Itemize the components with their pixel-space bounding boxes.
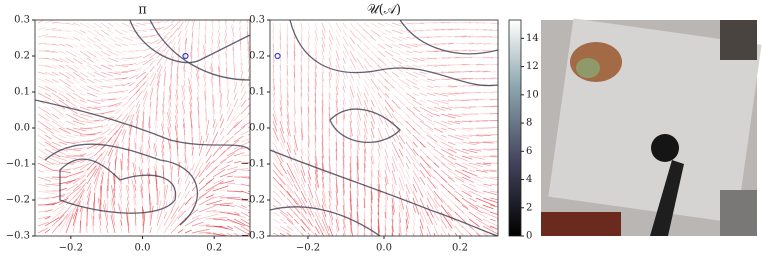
y-tick-label: 0.0 — [249, 123, 265, 134]
arrow — [497, 134, 507, 135]
arrow — [497, 78, 508, 79]
colorbar — [509, 20, 521, 236]
y-tick-label: 0.1 — [14, 87, 30, 98]
arrow — [497, 120, 507, 121]
y-tick-label: −0.3 — [6, 231, 30, 242]
colorbar-tick-label: 4 — [526, 174, 532, 185]
chart-title: π — [138, 3, 147, 18]
arrow — [497, 141, 508, 142]
arrow — [497, 23, 508, 25]
colorbar-tick-label: 2 — [526, 202, 532, 213]
arrow — [497, 92, 508, 93]
colorbar-tick-label: 12 — [526, 61, 539, 72]
y-tick-label: −0.3 — [241, 231, 265, 242]
arrow — [497, 184, 510, 185]
colorbar-tick-label: 10 — [526, 89, 539, 100]
y-tick-label: 0.1 — [249, 87, 265, 98]
y-tick-label: 0.2 — [14, 51, 30, 62]
y-tick-label: 0.3 — [249, 15, 265, 26]
x-tick-label: −0.2 — [296, 243, 320, 254]
arrow — [248, 156, 264, 157]
chart-title: 𝒰(𝒜) — [367, 3, 401, 18]
arrow — [497, 99, 506, 100]
y-tick-label: −0.2 — [241, 195, 265, 206]
colorbar-tick-label: 8 — [526, 118, 532, 129]
colorbar-tick-label: 14 — [526, 33, 539, 44]
x-tick-label: 0.2 — [452, 243, 468, 254]
y-tick-label: 0.0 — [14, 123, 30, 134]
colorbar-tick-label: 0 — [526, 231, 532, 242]
y-tick-label: 0.2 — [249, 51, 265, 62]
arrow — [497, 177, 510, 178]
y-tick-label: −0.1 — [6, 159, 30, 170]
x-tick-label: 0.0 — [135, 243, 151, 254]
colorbar-tick-label: 6 — [526, 146, 532, 157]
y-tick-label: −0.2 — [6, 195, 30, 206]
arrow — [497, 37, 507, 38]
y-tick-label: 0.3 — [14, 15, 30, 26]
arrow — [248, 170, 265, 174]
y-tick-label: −0.1 — [241, 159, 265, 170]
x-tick-label: 0.0 — [376, 243, 392, 254]
x-tick-label: −0.2 — [59, 243, 83, 254]
x-tick-label: 0.2 — [206, 243, 222, 254]
photo — [541, 18, 762, 236]
arrow — [497, 106, 510, 107]
